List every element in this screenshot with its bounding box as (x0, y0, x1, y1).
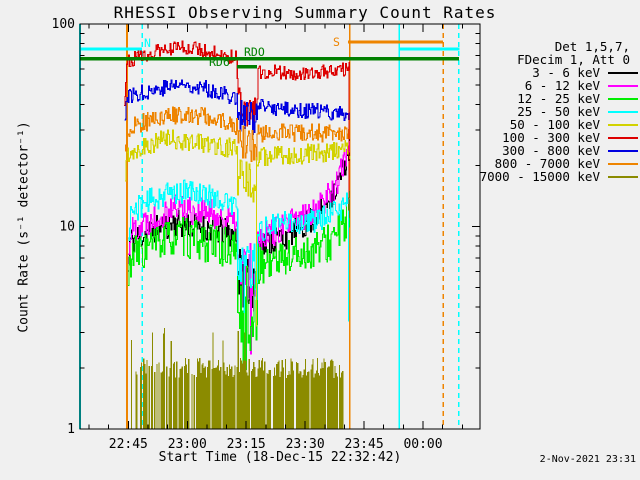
series-100-300keV (124, 40, 351, 127)
series-6-12keV (127, 141, 350, 355)
legend-color-swatch (608, 97, 638, 100)
legend-detector-info: Det 1,5,7, (554, 39, 630, 54)
flag-label-s: S (333, 35, 340, 49)
legend-color-swatch (608, 71, 638, 74)
chart-title: RHESSI Observing Summary Count Rates (113, 3, 497, 22)
flag-label-n: N (144, 36, 151, 50)
x-tick-label: 22:45 (109, 437, 148, 452)
legend-item-label: 7000 - 15000 keV (479, 169, 600, 184)
series-800-7000keV (124, 106, 351, 162)
legend-color-swatch (608, 149, 638, 152)
transition-artifacts (256, 61, 350, 327)
legend-item: 7000 - 15000 keV (479, 169, 638, 184)
legend-item-label: 800 - 7000 keV (494, 156, 600, 171)
series-25-50keV (127, 179, 350, 313)
series-12-25keV (127, 191, 350, 374)
plot-creation-timestamp: 2-Nov-2021 23:31 (539, 454, 636, 465)
x-tick-label: 23:15 (227, 437, 266, 452)
flag-label-rd6: RD6 (209, 55, 230, 69)
legend-item: 6 - 12 keV (480, 78, 638, 93)
legend-item-label: 25 - 50 keV (517, 104, 600, 119)
y-tick-label: 1 (67, 422, 75, 437)
legend-item: 25 - 50 keV (480, 104, 638, 119)
legend-item: 100 - 300 keV (480, 130, 638, 145)
legend-item: 12 - 25 keV (480, 91, 638, 106)
y-tick-label: 100 (52, 17, 75, 32)
legend-item-label: 3 - 6 keV (532, 65, 600, 80)
legend-color-swatch (608, 175, 638, 178)
legend: Det 1,5,7, FDecim 1, Att 0 3 - 6 keV 6 - … (479, 39, 638, 184)
legend-item-label: 6 - 12 keV (524, 78, 600, 93)
series-50-100keV (125, 129, 351, 203)
legend-color-swatch (608, 84, 638, 87)
legend-item-label: 100 - 300 keV (502, 130, 600, 145)
x-tick-label: 00:00 (403, 437, 442, 452)
legend-item: 800 - 7000 keV (480, 156, 638, 171)
legend-item-label: 50 - 100 keV (509, 117, 600, 132)
x-axis-label: Start Time (18-Dec-15 22:32:42) (158, 450, 402, 465)
data-series (124, 40, 351, 429)
legend-item: 50 - 100 keV (480, 117, 638, 132)
legend-item: 300 - 800 keV (480, 143, 638, 158)
series-300-800keV (124, 79, 350, 135)
flag-lines: N S RDO RD6 (80, 35, 460, 69)
legend-color-swatch (608, 136, 638, 139)
x-tick-label: 23:00 (168, 437, 207, 452)
legend-decimation-info: FDecim 1, Att 0 (517, 52, 630, 67)
flag-label-rdo: RDO (244, 45, 265, 59)
x-tick-label: 23:45 (345, 437, 384, 452)
legend-item-label: 300 - 800 keV (502, 143, 600, 158)
legend-item: 3 - 6 keV (480, 65, 638, 80)
y-tick-label: 10 (59, 220, 75, 235)
x-tick-label: 23:30 (286, 437, 325, 452)
legend-color-swatch (608, 162, 638, 165)
legend-color-swatch (608, 123, 638, 126)
axes: 22:45 23:00 23:15 23:30 23:45 00:00 1 10 100 (52, 17, 481, 452)
legend-color-swatch (608, 110, 638, 113)
series-7000-15000keV (131, 328, 344, 429)
legend-item-label: 12 - 25 keV (517, 91, 600, 106)
